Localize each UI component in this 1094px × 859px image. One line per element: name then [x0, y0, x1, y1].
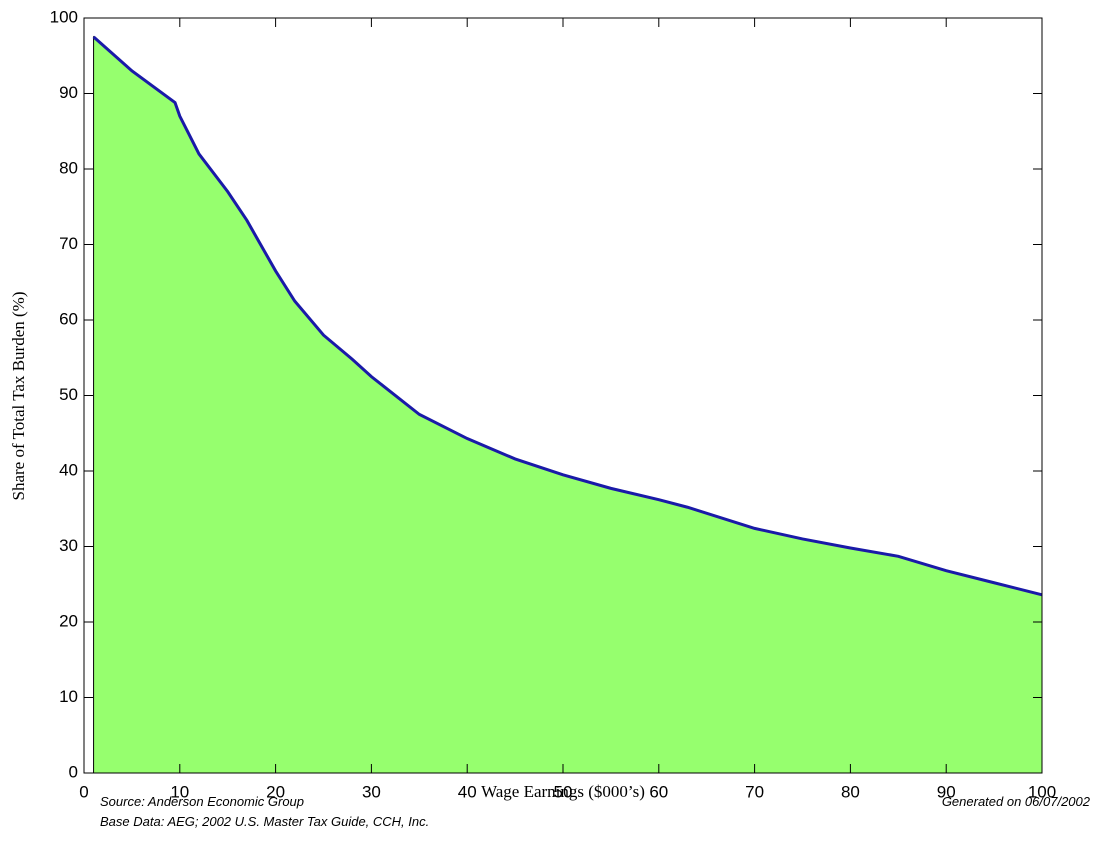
y-tick-label: 0 — [69, 762, 78, 781]
y-tick-label: 70 — [59, 234, 78, 253]
x-tick-label: 70 — [745, 782, 764, 801]
area-fill — [93, 35, 1043, 774]
base-data-note: Base Data: AEG; 2002 U.S. Master Tax Gui… — [100, 814, 429, 829]
x-tick-label: 60 — [649, 782, 668, 801]
line — [92, 35, 1043, 597]
x-tick-label: 0 — [79, 782, 88, 801]
x-tick-label: 90 — [937, 782, 956, 801]
generated-note: Generated on 06/07/2002 — [942, 794, 1091, 809]
x-tick-label: 20 — [266, 782, 285, 801]
x-axis-label: Wage Earnings ($000’s) — [481, 782, 645, 801]
y-tick-label: 50 — [59, 385, 78, 404]
y-tick-label: 30 — [59, 536, 78, 555]
y-axis-label: Share of Total Tax Burden (%) — [9, 292, 28, 501]
x-tick-label: 100 — [1028, 782, 1056, 801]
x-tick-label: 40 — [458, 782, 477, 801]
x-tick-label: 80 — [841, 782, 860, 801]
y-tick-label: 80 — [59, 158, 78, 177]
y-tick-label: 40 — [59, 460, 78, 479]
y-tick-label: 10 — [59, 687, 78, 706]
y-tick-label: 20 — [59, 611, 78, 630]
x-tick-label: 10 — [170, 782, 189, 801]
x-tick-label: 30 — [362, 782, 381, 801]
x-tick-label: 50 — [554, 782, 573, 801]
source-note: Source: Anderson Economic Group — [100, 794, 304, 809]
y-tick-label: 60 — [59, 309, 78, 328]
y-tick-label: 90 — [59, 83, 78, 102]
y-tick-label: 100 — [50, 7, 78, 26]
